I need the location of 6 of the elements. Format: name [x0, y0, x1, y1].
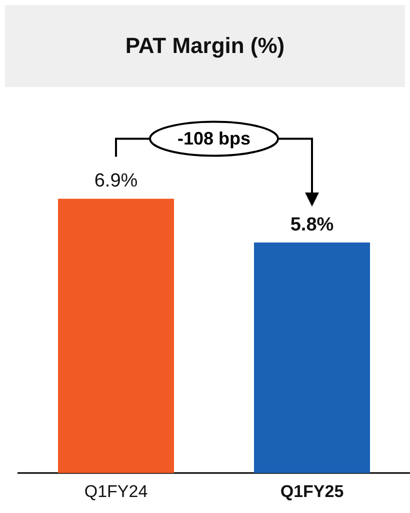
- x-tick-label: Q1FY24: [84, 482, 148, 501]
- data-label: 5.8%: [290, 214, 334, 236]
- data-label: 6.9%: [94, 170, 138, 192]
- text: -108 bps: [177, 128, 251, 150]
- chart-title: PAT Margin (%): [5, 5, 405, 87]
- x-tick-label: Q1FY25: [280, 482, 344, 501]
